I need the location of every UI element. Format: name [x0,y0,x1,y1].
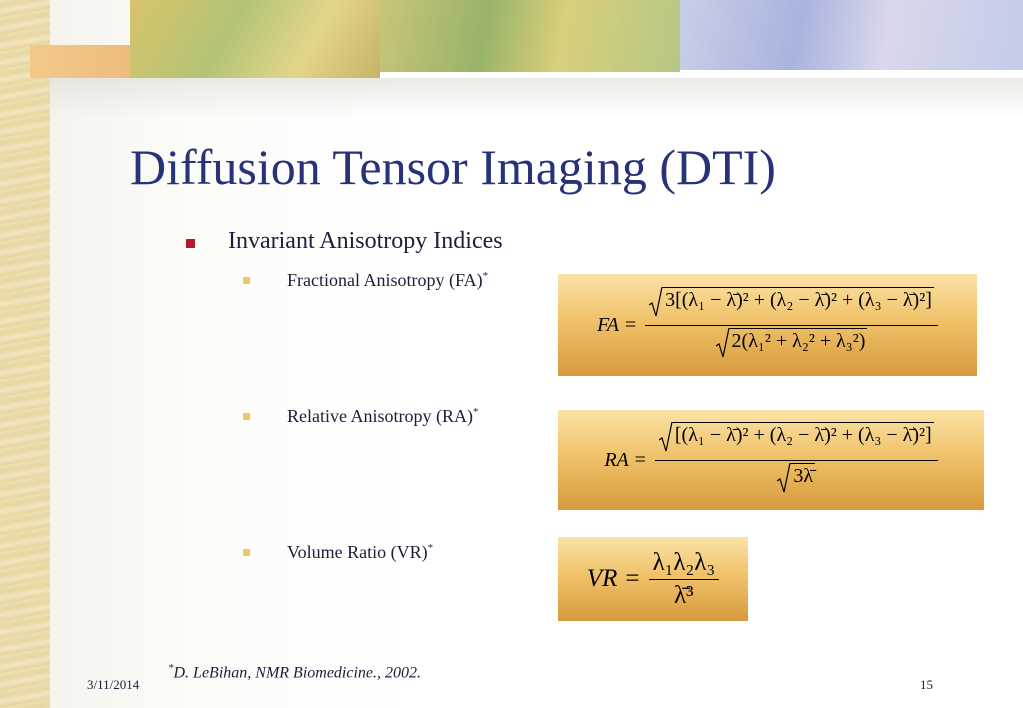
numerator-wrap: 3[(λ₁ − λ̄)² + (λ₂ − λ̄)² + (λ₃ − λ̄)²] [645,286,938,326]
radical: [(λ₁ − λ̄)² + (λ₂ − λ̄)² + (λ₃ − λ̄)²] [658,421,934,452]
sub-bullet-label: Volume Ratio (VR) [287,542,428,562]
sub-bullet-text: Relative Anisotropy (RA)* [287,406,478,427]
denominator: λ̄³ [674,581,694,609]
formula-lhs: FA = [597,313,638,336]
radical-sign [658,421,673,451]
citation-mark: * [427,542,434,554]
bullet-marker [243,413,250,420]
bullet-text: Invariant Anisotropy Indices [228,228,503,254]
footnote: *D. LeBihan, NMR Biomedicine., 2002. [168,662,421,682]
radical: 2(λ₁² + λ₂² + λ₃²) [715,327,868,358]
footnote-text: D. LeBihan, NMR Biomedicine., 2002. [173,664,422,682]
decor-strip [0,0,50,708]
numerator: [(λ₁ − λ̄)² + (λ₂ − λ̄)² + (λ₃ − λ̄)²] [672,421,934,452]
numerator: λ₁λ₂λ₃ [652,548,716,576]
citation-mark: * [482,270,489,282]
radical-sign [715,327,730,357]
denominator-wrap: 3λ̄ [773,461,819,499]
formula-lhs: RA = [604,448,647,471]
bullet-marker [186,239,195,248]
fraction: 3[(λ₁ − λ̄)² + (λ₂ − λ̄)² + (λ₃ − λ̄)²] 2… [645,286,938,364]
formula: VR = λ₁λ₂λ₃ λ̄³ [558,537,748,621]
radical: 3[(λ₁ − λ̄)² + (λ₂ − λ̄)² + (λ₃ − λ̄)²] [649,286,934,317]
decor-band [130,0,380,78]
sub-bullet-label: Relative Anisotropy (RA) [287,406,473,426]
denominator: 3λ̄ [791,462,816,493]
radical-sign [649,286,664,316]
sub-bullet-text: Fractional Anisotropy (FA)* [287,270,488,291]
footer-date: 3/11/2014 [87,677,140,692]
decor-band [380,0,680,72]
slide-title: Diffusion Tensor Imaging (DTI) [130,139,776,195]
denominator: 2(λ₁² + λ₂² + λ₃²) [729,327,868,358]
fraction: [(λ₁ − λ̄)² + (λ₂ − λ̄)² + (λ₃ − λ̄)²] 3λ… [654,421,938,499]
sub-bullet-label: Fractional Anisotropy (FA) [287,270,483,290]
footnote-mark: * [168,662,174,674]
formula: RA = [(λ₁ − λ̄)² + (λ₂ − λ̄)² + (λ₃ − λ̄)… [558,410,984,510]
radical-sign [777,462,792,492]
formula: FA = 3[(λ₁ − λ̄)² + (λ₂ − λ̄)² + (λ₃ − λ̄… [558,274,977,376]
formula-lhs: VR = [586,565,641,592]
numerator-wrap: [(λ₁ − λ̄)² + (λ₂ − λ̄)² + (λ₃ − λ̄)²] [654,421,938,461]
citation-mark: * [472,406,479,418]
numerator: 3[(λ₁ − λ̄)² + (λ₂ − λ̄)² + (λ₃ − λ̄)²] [663,286,934,317]
sub-bullet-text: Volume Ratio (VR)* [287,542,433,563]
denominator-wrap: λ̄³ [670,580,698,610]
bullet-marker [243,549,250,556]
fraction: λ₁λ₂λ₃ λ̄³ [648,548,720,610]
decor-shadow [50,78,1023,118]
page-number: 15 [920,677,933,692]
denominator-wrap: 2(λ₁² + λ₂² + λ₃²) [712,326,872,364]
bullet-marker [243,277,250,284]
numerator-wrap: λ₁λ₂λ₃ [648,548,720,580]
decor-band [680,0,1023,70]
radical: 3λ̄ [777,462,816,493]
